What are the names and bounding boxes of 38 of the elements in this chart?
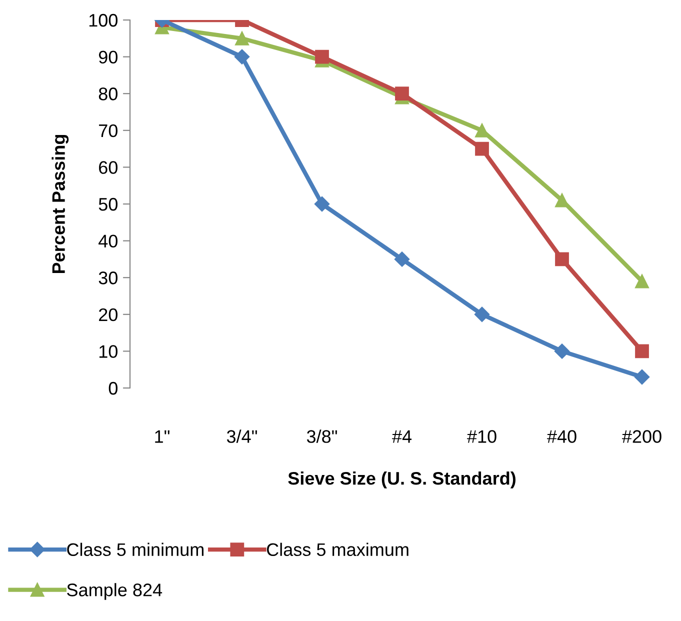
point (315, 50, 329, 64)
y-tick-label: 0 (108, 382, 118, 395)
x-tick-label: #4 (392, 430, 412, 443)
point (474, 306, 490, 322)
point (555, 252, 569, 266)
x-tick-label: #200 (622, 430, 662, 443)
y-tick-label: 50 (98, 198, 118, 211)
y-tick-label: 90 (98, 50, 118, 64)
point (234, 49, 250, 64)
y-tick-label: 70 (99, 124, 118, 138)
point (635, 274, 649, 288)
x-axis-title: Sieve Size (U. S. Standard) (288, 472, 516, 488)
point (635, 344, 649, 358)
y-tick-label: 40 (98, 234, 118, 248)
y-axis-title: Percent Passing (52, 134, 69, 274)
point (235, 31, 249, 46)
point (554, 344, 570, 359)
point (555, 193, 569, 208)
point (475, 123, 489, 138)
point (634, 369, 650, 385)
y-tick-label: 10 (99, 345, 118, 358)
x-tick-label: 1" (155, 430, 170, 443)
x-tick-label: 3/8" (306, 430, 337, 443)
point (475, 142, 489, 156)
point (395, 86, 409, 101)
y-tick-label: 100 (89, 14, 118, 27)
point (394, 252, 410, 267)
legend-label: Sample 824 (67, 583, 162, 600)
legend-label: Class 5 minimum (67, 542, 204, 556)
legend-label: Class 5 maximum (266, 542, 408, 556)
y-tick-label: 30 (98, 272, 118, 284)
point (314, 196, 330, 212)
x-tick-label: 3/4" (226, 430, 257, 443)
y-tick-label: 20 (99, 308, 118, 322)
y-tick-label: 80 (98, 88, 118, 100)
x-tick-label: #40 (547, 430, 576, 443)
x-tick-label: #10 (467, 430, 496, 443)
y-tick-label: 60 (99, 161, 118, 174)
